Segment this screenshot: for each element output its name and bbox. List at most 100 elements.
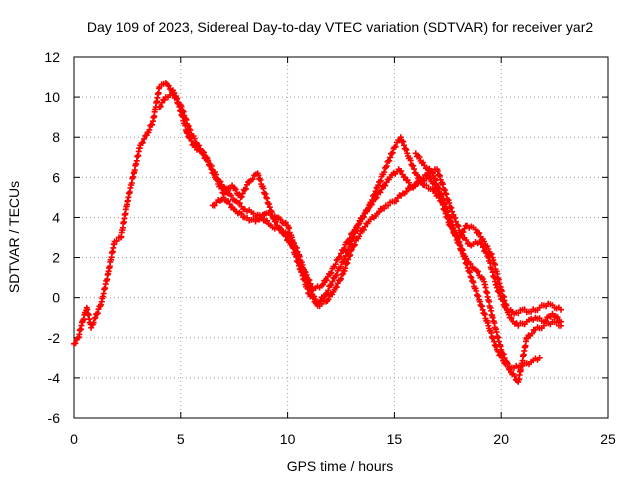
data-point: [203, 154, 210, 161]
data-point-fill: [105, 241, 118, 275]
data-point-fill: [401, 185, 413, 197]
data-point-fill: [349, 233, 363, 250]
data-point-fill: [170, 92, 183, 108]
data-point-fill: [93, 301, 104, 318]
tick-labels: 0 5 10 15 20 25 -6 -4 -2 0 2 4 6 8 10 12: [44, 49, 616, 447]
data-point: [536, 354, 543, 361]
data-point-fill: [470, 239, 481, 248]
data-point-fill: [358, 207, 371, 221]
data-point-fill: [157, 96, 168, 110]
data-point-fill: [534, 324, 545, 332]
data-point-fill: [473, 229, 486, 243]
data-point-fill: [499, 350, 512, 372]
data-point-fill: [222, 197, 236, 211]
data-point-fill: [269, 224, 280, 232]
data-point-fill: [371, 188, 384, 202]
data-point-fill: [486, 325, 500, 350]
data-point-fill: [485, 258, 500, 288]
x-tick-label: 20: [493, 431, 509, 447]
data-point-fill: [551, 319, 562, 329]
y-tick-label: 6: [52, 169, 60, 185]
data-point-fill: [530, 306, 541, 314]
y-tick-label: 0: [52, 290, 60, 306]
x-tick-label: 10: [280, 431, 296, 447]
series-trace-d: [412, 150, 565, 385]
data-point-fill: [265, 209, 278, 221]
data-point-fill: [469, 278, 483, 303]
data-point-fill: [543, 320, 554, 328]
y-tick-label: -6: [48, 410, 61, 426]
data-point-fill: [521, 306, 532, 316]
data-point-fill: [498, 288, 513, 318]
data-point-fill: [158, 80, 167, 88]
data-point-fill: [482, 241, 495, 258]
data-point: [472, 226, 479, 233]
data-point-fill: [296, 257, 312, 286]
plot-frame: [73, 56, 609, 419]
data-point-fill: [538, 302, 550, 310]
data-point-fill: [439, 196, 453, 222]
data-point: [357, 218, 364, 225]
data-point-fill: [316, 298, 327, 310]
x-tick-label: 5: [177, 431, 185, 447]
data-point-fill: [312, 283, 323, 292]
data-point: [558, 322, 565, 329]
data-point-fill: [340, 247, 354, 274]
y-tick-label: -2: [48, 330, 61, 346]
data-point-fill: [398, 137, 410, 153]
y-tick-label: 12: [44, 49, 60, 65]
data-point-fill: [465, 259, 477, 272]
chart-title: Day 109 of 2023, Sidereal Day-to-day VTE…: [87, 19, 593, 35]
data-point-fill: [379, 176, 392, 190]
data-point-fill: [204, 155, 218, 177]
data-point-fill: [164, 92, 174, 101]
data-point-fill: [430, 172, 444, 197]
data-point: [305, 282, 312, 289]
data-point-fill: [306, 285, 320, 307]
data-point-fill: [336, 239, 350, 260]
data-point-fill: [525, 315, 537, 323]
data-point: [549, 310, 556, 317]
data-point: [357, 230, 364, 237]
data-point-fill: [260, 217, 272, 227]
data-point-fill: [393, 192, 405, 205]
data-point-fill: [530, 355, 541, 364]
data-point-fill: [384, 198, 396, 209]
x-tick-label: 25: [600, 431, 616, 447]
data-point-fill: [72, 336, 80, 347]
data-point-fill: [515, 335, 530, 383]
data-point-fill: [477, 241, 491, 260]
data-point: [184, 130, 191, 137]
data-point-fill: [423, 182, 434, 193]
data-point-fill: [244, 207, 255, 215]
x-axis-label: GPS time / hours: [287, 458, 394, 474]
data-point: [412, 150, 419, 157]
x-tick-label: 0: [70, 431, 78, 447]
data-point-fill: [413, 153, 427, 167]
data-point-fill: [376, 205, 388, 216]
data-point-fill: [466, 223, 477, 231]
data-point: [88, 324, 95, 331]
data-point-fill: [332, 271, 346, 291]
data-point-fill: [358, 220, 371, 234]
data-point-fill: [547, 301, 556, 309]
data-point-fill: [187, 127, 200, 147]
data-point-fill: [513, 307, 524, 317]
data-point-fill: [383, 145, 397, 170]
data-point-fill: [118, 201, 131, 240]
axis-ticks: [73, 56, 609, 419]
x-tick-label: 15: [387, 431, 403, 447]
data-point-fill: [252, 211, 263, 219]
data-point-fill: [419, 175, 430, 184]
data-point-fill: [230, 185, 243, 198]
data-points: [71, 80, 565, 385]
data-point: [404, 150, 411, 157]
data-point-fill: [328, 256, 341, 276]
data-point: [481, 238, 488, 245]
y-tick-label: 10: [44, 89, 60, 105]
data-point-fill: [423, 165, 435, 175]
data-point: [327, 270, 334, 277]
data-point-fill: [99, 271, 111, 302]
data-point-fill: [247, 171, 259, 184]
